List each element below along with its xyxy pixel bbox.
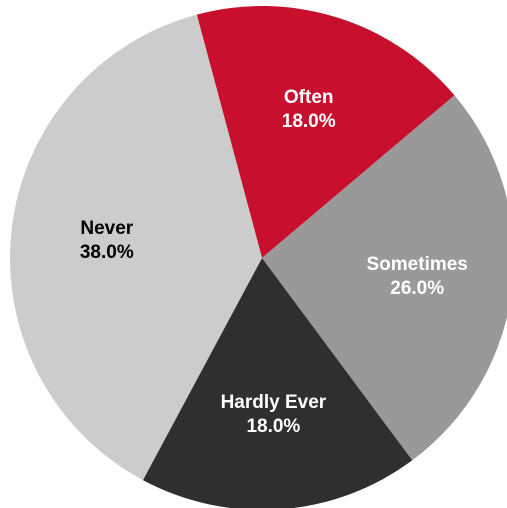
pie-slice-sometimes	[262, 95, 507, 461]
slice-label-hardly-ever: Hardly Ever	[221, 392, 327, 413]
slice-label-often: Often	[284, 87, 334, 108]
pie-slices	[10, 6, 507, 508]
slice-value-never: 38.0%	[80, 242, 134, 263]
slice-label-sometimes: Sometimes	[367, 254, 468, 275]
slice-label-never: Never	[80, 218, 133, 239]
slice-value-often: 18.0%	[282, 111, 336, 132]
pie-slice-never	[10, 14, 263, 481]
pie-labels: Often 18.0% Sometimes 26.0% Hardly Ever 18.0%…	[80, 87, 468, 437]
pie-slice-hardly-ever	[142, 258, 413, 508]
slice-value-sometimes: 26.0%	[390, 278, 444, 299]
pie-slice-often	[196, 6, 455, 259]
slice-value-hardly-ever: 18.0%	[246, 416, 300, 437]
